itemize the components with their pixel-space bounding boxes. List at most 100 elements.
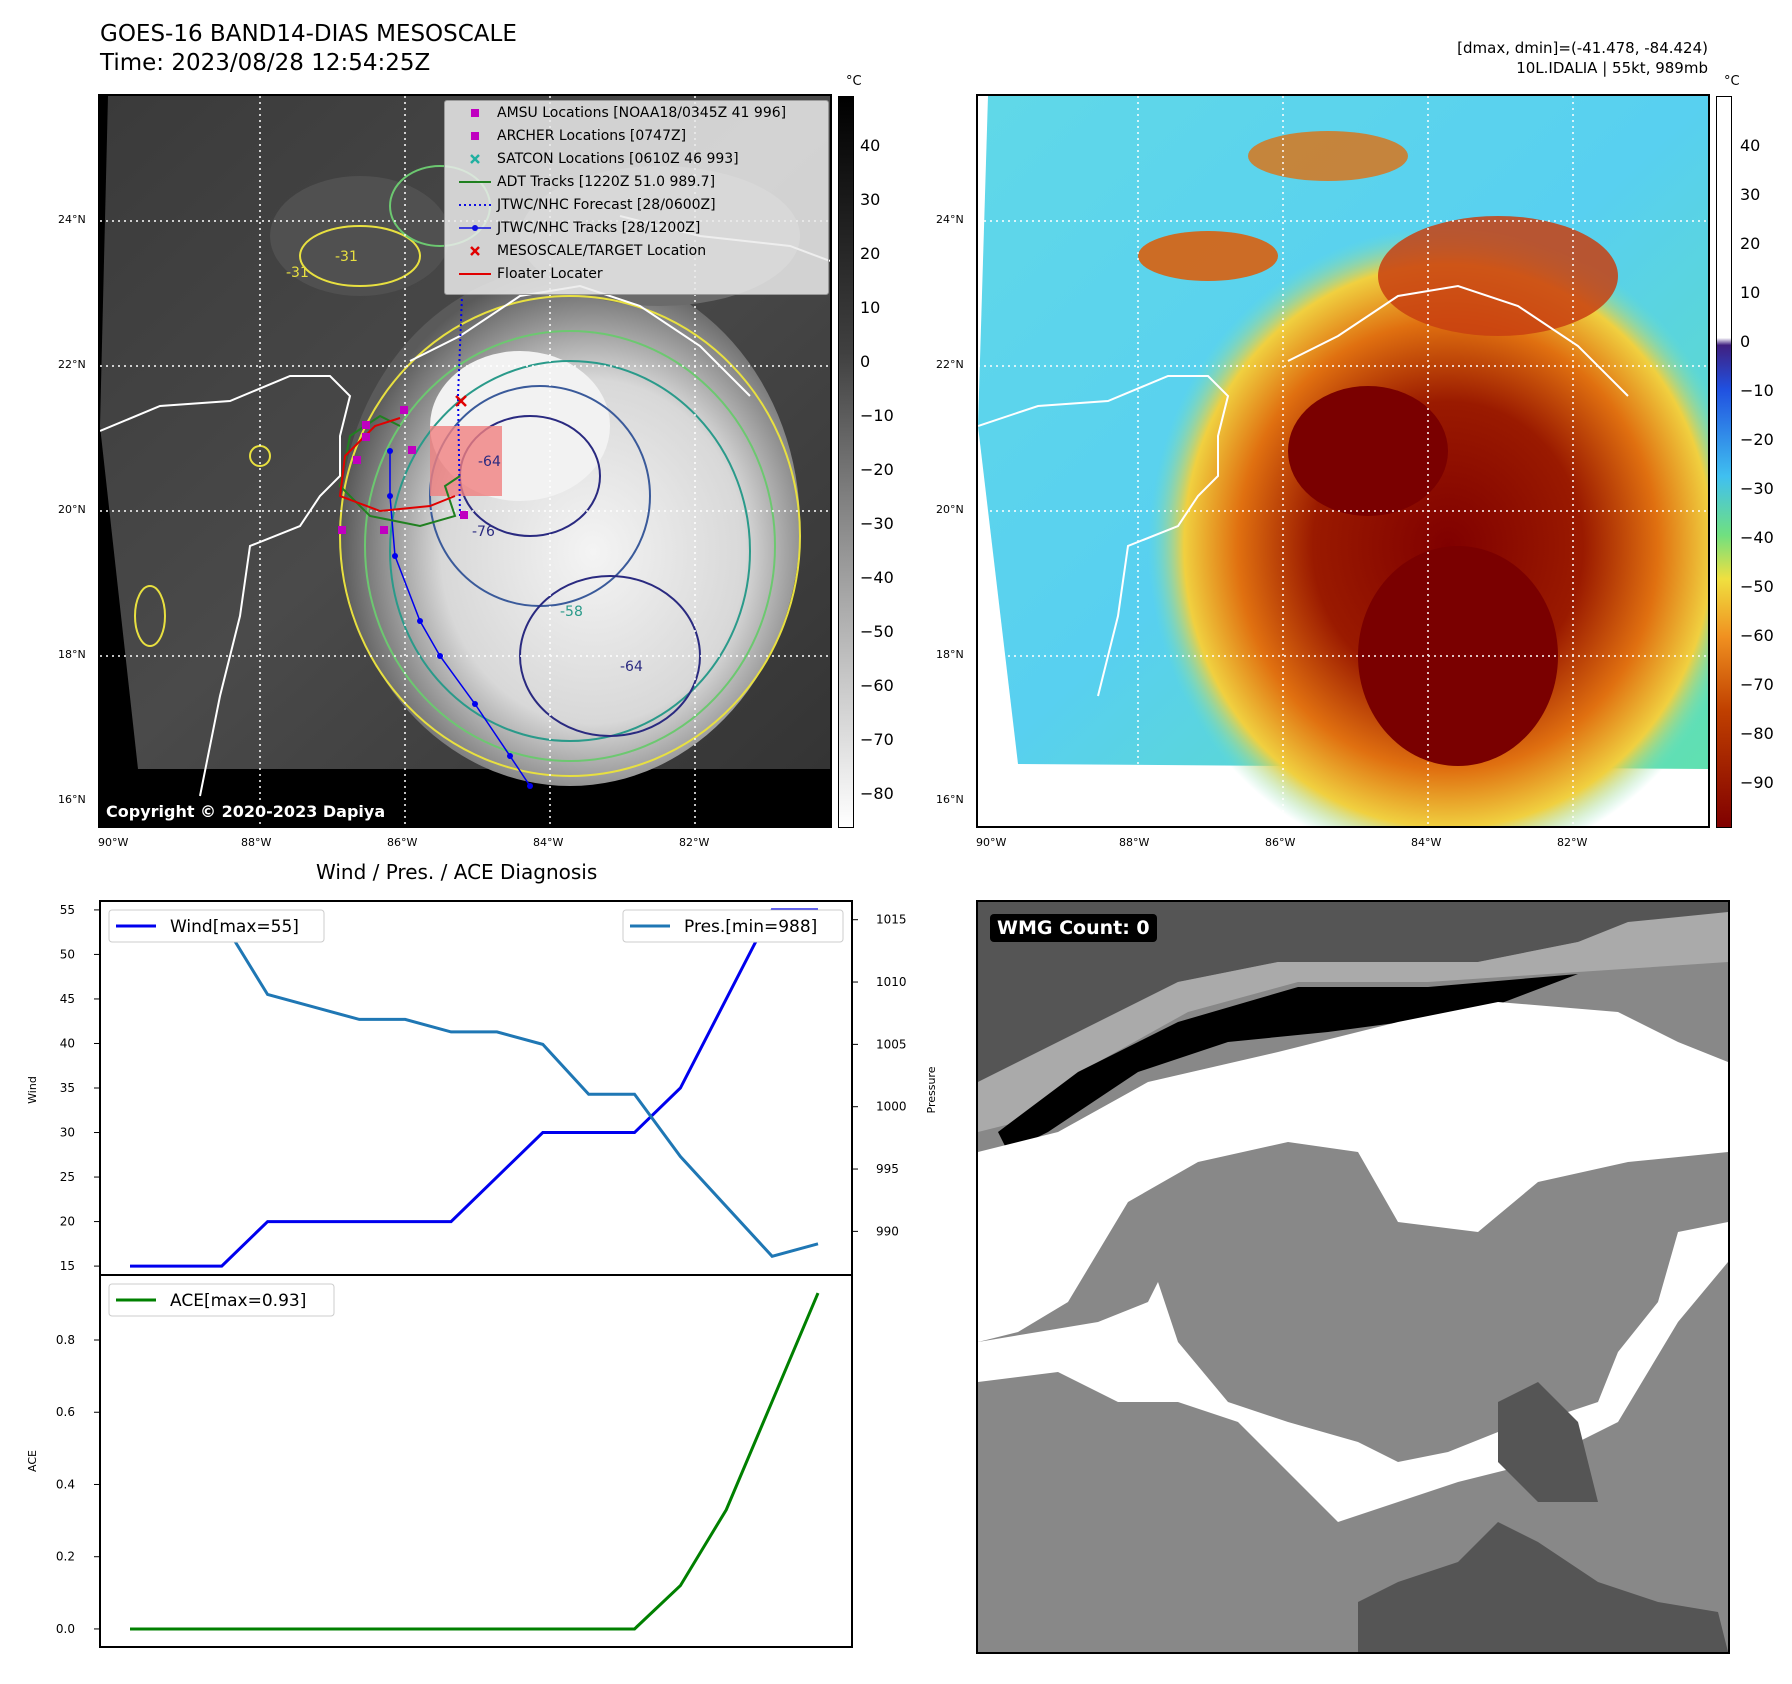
- y-tick-label: 25: [60, 1170, 75, 1184]
- ir-colorbar: [838, 96, 854, 828]
- wind-pres-panel: [99, 900, 853, 1276]
- colorbar-tick: 40: [860, 136, 881, 155]
- pressure-series-line: [130, 918, 819, 1258]
- colorbar-tick: −50: [860, 622, 894, 641]
- y-tick-label: 30: [60, 1126, 75, 1140]
- y-tick-label: 35: [60, 1081, 75, 1095]
- wind-series-line: [130, 908, 818, 1268]
- colorbar-tick: −20: [860, 460, 894, 479]
- colorbar-tick: 0: [860, 352, 871, 371]
- ace-axis-label: ACE: [26, 1450, 39, 1472]
- lon-label: 88°W: [1119, 836, 1150, 849]
- colorbar-tick: −40: [860, 568, 894, 587]
- title-line-1: GOES-16 BAND14-DIAS MESOSCALE: [100, 21, 517, 47]
- colorbar-tick: 10: [860, 298, 881, 317]
- colorbar-tick: −70: [1740, 675, 1774, 694]
- y-tick-label: 1015: [876, 913, 907, 927]
- y-tick-label: 1000: [876, 1100, 907, 1114]
- line-marker-icon: [457, 175, 497, 189]
- colorbar-tick: 0: [1740, 332, 1751, 351]
- lon-label: 84°W: [533, 836, 564, 849]
- contour-label: -31: [335, 249, 358, 265]
- contour-label: -76: [472, 524, 495, 540]
- ace-legend: ACE[max=0.93]: [108, 1283, 335, 1317]
- wmg-panel: WMG Count: 0: [976, 900, 1730, 1654]
- lat-label: 22°N: [58, 358, 86, 371]
- dmax-dmin-text: [dmax, dmin]=(-41.478, -84.424): [1457, 39, 1708, 57]
- contour-label: -64: [478, 454, 501, 470]
- y-tick-label: 0.6: [56, 1405, 75, 1419]
- legend-label: SATCON Locations [0610Z 46 993]: [497, 150, 739, 167]
- lon-label: 90°W: [98, 836, 129, 849]
- legend-item: JTWC/NHC Tracks [28/1200Z]: [445, 216, 828, 239]
- lon-label: 88°W: [241, 836, 272, 849]
- wmg-image: [978, 902, 1728, 1652]
- x-marker-icon: [457, 152, 497, 166]
- x-marker-icon: [457, 244, 497, 258]
- pressure-axis-label: Pressure: [925, 1066, 938, 1113]
- lat-label: 16°N: [58, 793, 86, 806]
- wind-legend: Wind[max=55]: [108, 909, 325, 943]
- contour-label: -31: [286, 265, 309, 281]
- colorbar-tick: −10: [1740, 381, 1774, 400]
- colorbar-tick: 20: [860, 244, 881, 263]
- title-line-2: Time: 2023/08/28 12:54:25Z: [100, 50, 431, 76]
- lat-label: 18°N: [936, 648, 964, 661]
- lat-label: 20°N: [936, 503, 964, 516]
- figure-title: GOES-16 BAND14-DIAS MESOSCALE Time: 2023…: [100, 20, 517, 78]
- colorbar-tick: −80: [860, 784, 894, 803]
- colorbar-tick: −60: [860, 676, 894, 695]
- contour-label: -64: [620, 659, 643, 675]
- pressure-legend: Pres.[min=988]: [622, 909, 844, 943]
- wind-axis-label: Wind: [26, 1076, 39, 1104]
- dotted-line-icon: [457, 198, 497, 212]
- colorbar-tick: 30: [860, 190, 881, 209]
- colorbar-tick: 10: [1740, 283, 1761, 302]
- lat-label: 24°N: [58, 213, 86, 226]
- legend-label: AMSU Locations [NOAA18/0345Z 41 996]: [497, 104, 787, 121]
- colorbar-tick: −50: [1740, 577, 1774, 596]
- enhanced-colorbar: [1716, 96, 1732, 828]
- line-dot-icon: [457, 221, 497, 235]
- square-marker-icon: [457, 106, 497, 120]
- lat-label: 18°N: [58, 648, 86, 661]
- line-marker-icon: [457, 267, 497, 281]
- colorbar-tick: −30: [1740, 479, 1774, 498]
- legend-label: JTWC/NHC Tracks [28/1200Z]: [497, 219, 701, 236]
- diagnosis-chart: 15 20 25 30 35 40 45 50 55 990 995 1000 1005 1010 101…: [26, 900, 938, 1648]
- legend-item: ARCHER Locations [0747Z]: [445, 124, 828, 147]
- enhanced-map-image: [978, 96, 1708, 826]
- lon-label: 82°W: [679, 836, 710, 849]
- colorbar-tick: −40: [1740, 528, 1774, 547]
- wind-legend-label: Wind[max=55]: [170, 917, 299, 937]
- colorbar-tick: −70: [860, 730, 894, 749]
- pressure-legend-label: Pres.[min=988]: [684, 917, 817, 937]
- y-tick-label: 55: [60, 903, 75, 917]
- ace-panel: [99, 1274, 853, 1648]
- legend-item: JTWC/NHC Forecast [28/0600Z]: [445, 193, 828, 216]
- ace-series-line: [130, 1292, 820, 1631]
- legend-item: MESOSCALE/TARGET Location: [445, 239, 828, 262]
- enhanced-map-panel: [976, 94, 1710, 828]
- colorbar-tick: −80: [1740, 724, 1774, 743]
- lon-label: 86°W: [1265, 836, 1296, 849]
- legend-label: JTWC/NHC Forecast [28/0600Z]: [497, 196, 716, 213]
- colorbar-tick: 40: [1740, 136, 1761, 155]
- legend-item: Floater Locater: [445, 262, 828, 285]
- colorbar-tick: −90: [1740, 773, 1774, 792]
- colorbar-tick: −20: [1740, 430, 1774, 449]
- legend-label: ARCHER Locations [0747Z]: [497, 127, 687, 144]
- y-tick-label: 990: [876, 1224, 899, 1238]
- legend-label: MESOSCALE/TARGET Location: [497, 242, 707, 259]
- y-tick-label: 0.2: [56, 1550, 75, 1564]
- y-tick-label: 45: [60, 992, 75, 1006]
- lat-label: 16°N: [936, 793, 964, 806]
- wmg-count-badge: WMG Count: 0: [990, 914, 1157, 942]
- y-tick-label: 995: [876, 1162, 899, 1176]
- colorbar-tick: 30: [1740, 185, 1761, 204]
- y-tick-label: 0.0: [56, 1622, 75, 1636]
- legend-label: ADT Tracks [1220Z 51.0 989.7]: [497, 173, 716, 190]
- lon-label: 82°W: [1557, 836, 1588, 849]
- colorbar-tick: −60: [1740, 626, 1774, 645]
- copyright-text: Copyright © 2020-2023 Dapiya: [102, 801, 390, 822]
